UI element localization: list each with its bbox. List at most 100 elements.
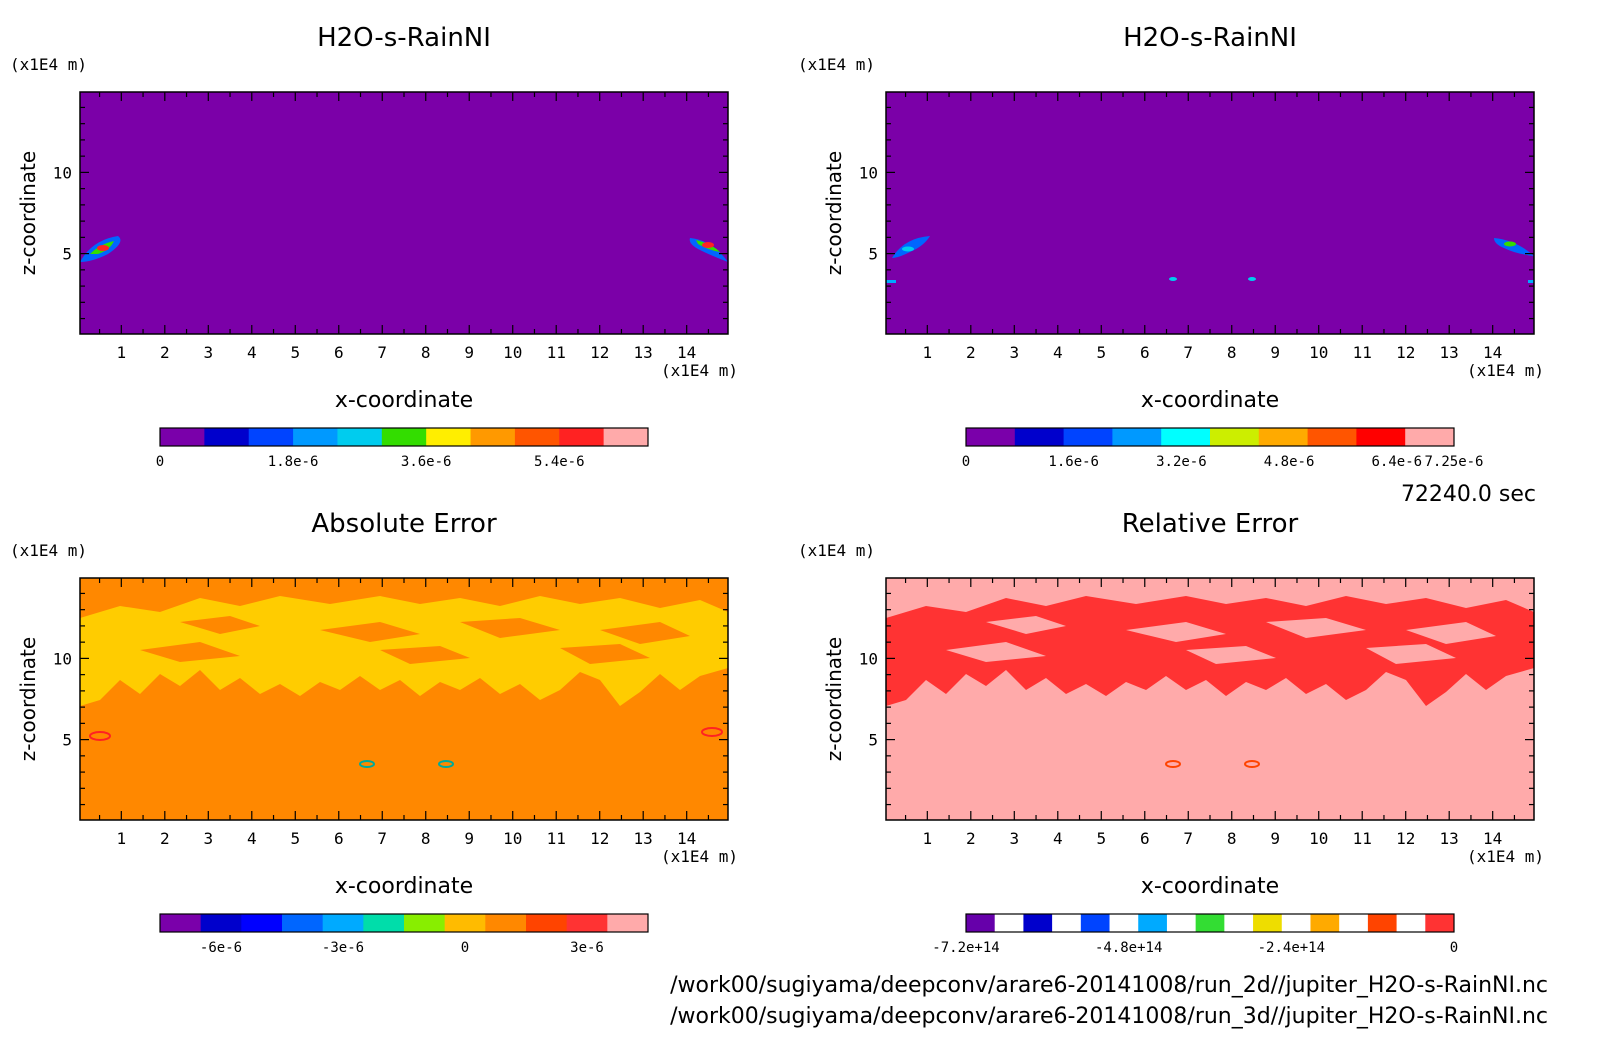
y-tick-label: 10 <box>859 649 878 668</box>
panel-title: Relative Error <box>1122 509 1299 539</box>
error-hole-7 <box>1366 644 1456 664</box>
panel-title: H2O-s-RainNI <box>1123 23 1297 53</box>
colorbar-swatch <box>470 428 516 446</box>
x-tick-label: 14 <box>677 343 696 362</box>
colorbar-swatch <box>1310 914 1340 932</box>
x-tick-label: 6 <box>334 343 344 362</box>
colorbar-swatch <box>1425 914 1455 932</box>
panel-title: H2O-s-RainNI <box>317 23 491 53</box>
colorbar-swatch <box>1339 914 1369 932</box>
error-speck-2 <box>438 760 454 768</box>
x-tick-label: 1 <box>116 829 126 848</box>
x-tick-label: 12 <box>1396 829 1415 848</box>
colorbar-swatch <box>1138 914 1168 932</box>
x-tick-label: 5 <box>1096 829 1106 848</box>
field-speck-2 <box>1248 277 1256 281</box>
x-tick-label: 8 <box>421 343 431 362</box>
colorbar-label: 0 <box>156 454 164 470</box>
x-tick-label: 7 <box>1183 343 1193 362</box>
y-tick-label: 5 <box>62 245 72 264</box>
plot-background <box>886 92 1534 334</box>
x-axis-label: x-coordinate <box>1141 388 1279 413</box>
error-spot-left <box>89 731 111 741</box>
x-unit-label: (x1E4 m) <box>1467 361 1544 380</box>
x-tick-label: 7 <box>1183 829 1193 848</box>
panel-bottom-right: Relative Error (x1E4 m) 1 2 3 4 5 6 7 8 9 10 11 12 1… <box>798 509 1544 956</box>
x-tick-label: 3 <box>1009 343 1019 362</box>
colorbar-swatch <box>603 428 649 446</box>
colorbar-label: -2.4e+14 <box>1258 940 1325 956</box>
x-tick-label: 10 <box>503 343 522 362</box>
error-hole-5 <box>946 642 1046 662</box>
colorbar-swatch <box>363 914 405 932</box>
colorbar-label: -4.8e+14 <box>1095 940 1162 956</box>
colorbar-swatch <box>200 914 242 932</box>
x-tick-label: 4 <box>247 829 257 848</box>
field-edge-mark <box>1528 280 1534 283</box>
file-path-3d: /work00/sugiyama/deepconv/arare6-2014100… <box>670 1004 1548 1029</box>
colorbar-swatch <box>1396 914 1426 932</box>
colorbar-swatch <box>1161 428 1211 446</box>
error-speck-1 <box>1165 760 1181 768</box>
y-unit-label: (x1E4 m) <box>10 541 87 560</box>
colorbar-label: 0 <box>962 454 970 470</box>
x-tick-label: 10 <box>503 829 522 848</box>
colorbar-frame <box>159 913 649 933</box>
error-speck-2 <box>1244 760 1260 768</box>
x-tick-label: 11 <box>547 829 566 848</box>
x-tick-label: 12 <box>590 829 609 848</box>
x-tick-label: 8 <box>421 829 431 848</box>
field-blob-right <box>1494 238 1534 256</box>
colorbar-swatch <box>1367 914 1398 932</box>
y-unit-label: (x1E4 m) <box>10 55 87 74</box>
colorbar-swatch <box>337 428 383 446</box>
x-tick-label: 9 <box>464 343 474 362</box>
x-tick-label: 13 <box>1440 829 1459 848</box>
x-tick-label: 7 <box>377 343 387 362</box>
colorbar-swatch <box>241 914 283 932</box>
y-unit-label: (x1E4 m) <box>798 541 875 560</box>
colorbar: -7.2e+14 -4.8e+14 -2.4e+14 0 <box>932 913 1458 956</box>
colorbar-swatch <box>381 428 427 446</box>
colorbar-frame <box>159 427 649 447</box>
colorbar-swatch <box>1258 428 1309 446</box>
x-axis-label: x-coordinate <box>1141 874 1279 899</box>
x-tick-label: 3 <box>203 343 213 362</box>
x-tick-label: 10 <box>1309 343 1328 362</box>
x-axis-label: x-coordinate <box>335 388 473 413</box>
colorbar-swatch <box>566 914 608 932</box>
x-tick-label: 2 <box>160 343 170 362</box>
y-unit-label: (x1E4 m) <box>798 55 875 74</box>
x-tick-label: 6 <box>1140 343 1150 362</box>
colorbar-label: 3.2e-6 <box>1156 454 1207 470</box>
colorbar-swatch <box>526 914 568 932</box>
colorbar-swatch <box>966 428 1016 446</box>
field-features <box>886 596 1534 768</box>
colorbar-label: 1.8e-6 <box>268 454 319 470</box>
x-tick-label: 1 <box>116 343 126 362</box>
colorbar-swatch <box>607 914 649 932</box>
x-tick-label: 7 <box>377 829 387 848</box>
y-axis-label: z-coordinate <box>822 637 846 761</box>
colorbar-swatch <box>1224 914 1254 932</box>
x-tick-label: 11 <box>547 343 566 362</box>
colorbar-swatch <box>994 914 1024 932</box>
x-tick-label: 8 <box>1227 829 1237 848</box>
colorbar-label: 7.25e-6 <box>1424 454 1483 470</box>
error-hole-1 <box>180 616 260 634</box>
colorbar: 0 1.8e-6 3.6e-6 5.4e-6 <box>156 427 649 470</box>
error-hole-4 <box>1406 622 1496 644</box>
colorbar: -6e-6 -3e-6 0 3e-6 <box>159 913 649 956</box>
x-tick-label: 9 <box>1270 829 1280 848</box>
colorbar-swatch <box>1080 914 1111 932</box>
x-tick-label: 9 <box>464 829 474 848</box>
colorbar-swatch <box>426 428 472 446</box>
x-tick-label: 11 <box>1353 343 1372 362</box>
colorbar-label: 3.6e-6 <box>401 454 452 470</box>
panel-top-left: H2O-s-RainNI (x1E4 m) 1 2 3 4 5 6 7 8 9 10 11 12 13 1… <box>10 23 738 470</box>
x-tick-label: 6 <box>1140 829 1150 848</box>
x-tick-label: 4 <box>247 343 257 362</box>
colorbar-swatch <box>1023 914 1053 932</box>
